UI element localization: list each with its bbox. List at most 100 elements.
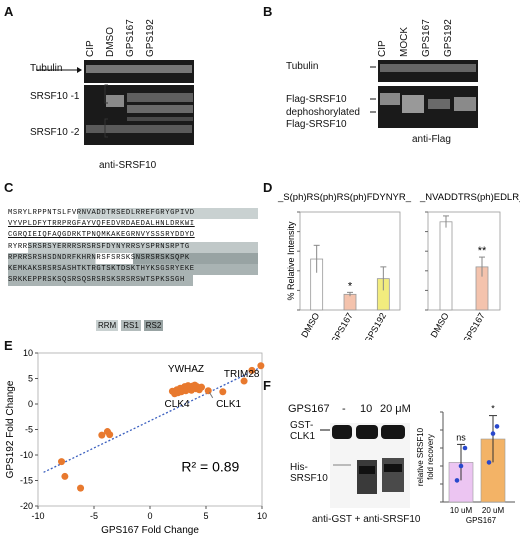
sequence-line: VYVPLDFYTRRPRGFAYVQFEDVRDAEDALHNLDRKWI	[8, 219, 258, 231]
y-tick-label: -10	[20, 450, 33, 460]
x-tick-label: -10	[31, 511, 44, 521]
sequence-line: RYRRSRSRSYERRRSRSRSFDYNYRRSYSPRNSRPTG	[8, 241, 258, 253]
scatter-point	[248, 366, 256, 374]
y-axis-label: fold recovery	[426, 434, 435, 480]
sequence-line: CGRQIEIQFAQGDRKTPNQMKAKEGRNVYSSSRYDDYD	[8, 231, 195, 240]
sequence-line: MSRYLRPPNTSLFVRNVADDTRSEDLRREFGRYGPIVD	[8, 208, 258, 220]
x-tick-label: 0	[147, 511, 152, 521]
sequence-line: RPRRSRSHSDNDRFKHRNRSFSRSKSNSRSRSKSQPK	[8, 252, 258, 264]
chart-title: _S(ph)RS(ph)RS(ph)FDYNYR_	[277, 192, 412, 203]
scatter-point	[77, 484, 85, 492]
scatter-point	[61, 472, 69, 480]
panel-e-label: E	[4, 338, 13, 353]
callout-leader	[208, 392, 214, 399]
row-label-srsf10-2: SRSF10 -2	[30, 127, 80, 138]
panel-a-blot	[36, 60, 194, 145]
panel-c-label: C	[4, 180, 14, 195]
panel-e-chart: -10 -5 0 5 10 -20 -15 -10 -5 0 5 10 GPS167 Fold Chan…	[5, 348, 267, 536]
row-label-dephos-flag: dephoshorylated Flag-SRSF10	[286, 107, 360, 130]
row-label-flag-srsf10: Flag-SRSF10	[286, 94, 347, 105]
y-axis-label: % Relative Intensity	[286, 221, 296, 301]
callout-ywhaz: YWHAZ	[168, 364, 204, 375]
scatter-point	[58, 458, 66, 466]
y-tick-label: -15	[20, 476, 33, 486]
scatter-point	[106, 431, 114, 439]
sequence-line: KEMKAKSRSRSASHTKTRGTSKTDSKTHYKSGSRYEKE	[8, 263, 258, 276]
y-axis-label: relative SRSF10	[416, 427, 425, 486]
panel-f-label: F	[263, 378, 271, 393]
scatter-point	[198, 383, 206, 391]
x-axis-label: GPS167 Fold Change	[101, 525, 199, 536]
x-axis-label: GPS167	[466, 516, 497, 525]
band-label-his-srsf10: His- SRSF10	[290, 462, 328, 484]
data-point	[494, 424, 500, 429]
panel-f-blot	[320, 423, 410, 508]
lane-label: GPS192	[145, 19, 156, 57]
dose-label: 20 μM	[380, 403, 411, 415]
y-tick-label: 5	[28, 374, 33, 384]
scatter-point	[219, 388, 227, 396]
legend-rrm: RRM	[96, 320, 119, 331]
r-squared-label: R² = 0.89	[181, 458, 239, 474]
x-tick-label: 10	[257, 511, 267, 521]
lane-label: GPS192	[443, 19, 454, 57]
data-point	[454, 478, 460, 483]
callout-clk4: CLK4	[165, 399, 190, 410]
dose-label: -	[342, 403, 346, 415]
panel-f-footer: anti-GST + anti-SRSF10	[312, 514, 421, 525]
lane-label: GPS167	[421, 19, 432, 57]
sequence-line: SRKKEPPRSKSQSRSQSRSRSKSRSRSWTSPKSSGH	[8, 275, 258, 287]
y-tick-label: 0	[28, 399, 33, 409]
significance-mark: *	[491, 404, 495, 414]
bar	[439, 221, 453, 311]
domain-legend: RRM RS1 RS2	[96, 320, 164, 331]
significance-mark: *	[348, 280, 353, 292]
data-point	[462, 445, 468, 451]
scatter-point	[240, 377, 248, 385]
regression-line	[43, 367, 259, 473]
panel-b-blot	[370, 60, 478, 128]
x-tick-label: -5	[90, 511, 98, 521]
panel-a-label: A	[4, 4, 14, 19]
callout-clk1: CLK1	[216, 399, 241, 410]
panel-b-footer: anti-Flag	[412, 134, 451, 145]
scatter-point	[204, 387, 212, 395]
row-label-tubulin: Tubulin	[30, 63, 63, 74]
category-label: 20 uM	[482, 506, 505, 515]
data-point	[490, 431, 496, 436]
panel-a-footer: anti-SRSF10	[99, 160, 157, 171]
lane-label: DMSO	[105, 27, 116, 57]
category-label: GPS167	[329, 311, 355, 340]
x-tick-label: 5	[203, 511, 208, 521]
panel-b-label: B	[263, 4, 273, 19]
legend-rs1: RS1	[121, 320, 141, 331]
y-axis-label: GPS192 Fold Change	[5, 380, 16, 478]
y-tick-label: -20	[20, 501, 33, 511]
row-label-tubulin-b: Tubulin	[286, 61, 319, 72]
scatter-point	[257, 362, 265, 370]
chart-title: _NVADDTRS(ph)EDLR_	[419, 192, 520, 203]
treatment-label: GPS167	[288, 403, 330, 415]
y-tick-label: 10	[23, 348, 33, 358]
callout-trim28: TRIM28	[224, 369, 260, 380]
panel-d-label: D	[263, 180, 273, 195]
category-label: DMSO	[429, 311, 451, 339]
category-label: GPS167	[461, 311, 487, 340]
legend-rs2: RS2	[143, 320, 164, 331]
data-point	[486, 460, 492, 465]
panel-d-chart: _S(ph)RS(ph)RS(ph)FDYNYR_ _NVADDTRS(ph)ED…	[277, 192, 520, 340]
row-label-srsf10-1: SRSF10 -1	[30, 91, 80, 102]
sequence-block: MSRYLRPPNTSLFVRNVADDTRSEDLRREFGRYGPIVD V…	[8, 208, 258, 287]
band-label-gst-clk1: GST- CLK1	[290, 420, 316, 442]
data-point	[458, 463, 464, 469]
category-label: 10 uM	[450, 506, 473, 515]
significance-mark: **	[478, 245, 487, 257]
category-label: DMSO	[299, 311, 321, 339]
y-tick-label: -5	[25, 425, 33, 435]
significance-mark: ns	[456, 432, 466, 442]
plot-frame	[427, 211, 501, 311]
scatter-point	[98, 431, 106, 439]
lane-label: MOCK	[399, 27, 410, 57]
bar	[343, 293, 357, 311]
panel-f-bar-chart: relative SRSF10 fold recovery ns 10 uM * 20 u…	[416, 404, 515, 525]
